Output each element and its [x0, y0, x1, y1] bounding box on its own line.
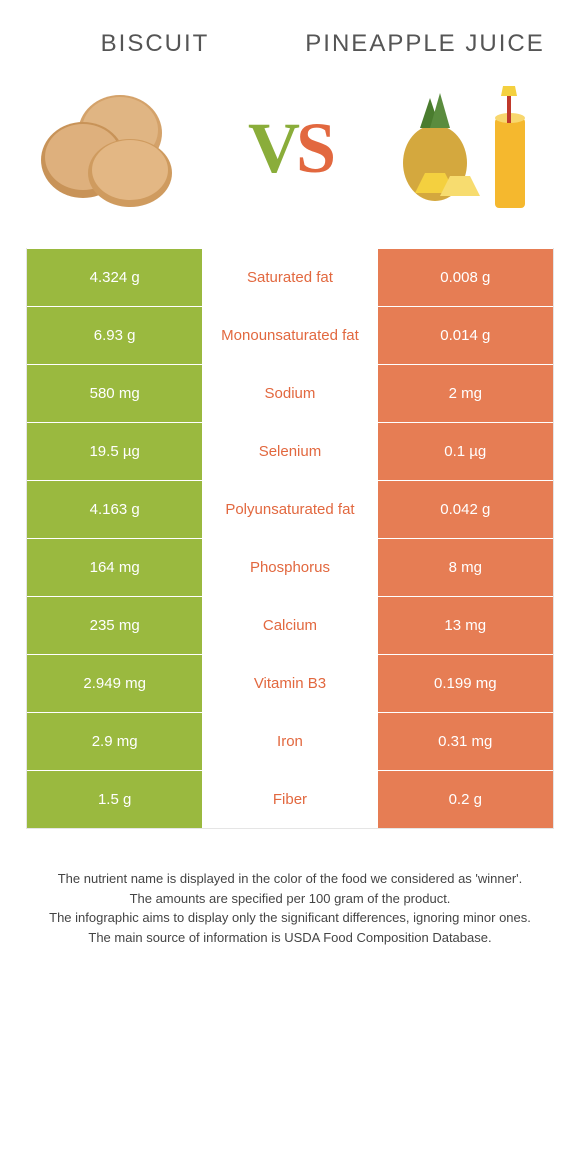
header: Biscuit Pineapple juice: [0, 0, 580, 58]
right-value: 8 mg: [378, 539, 553, 596]
table-row: 580 mgSodium2 mg: [27, 364, 553, 422]
footer-line-3: The infographic aims to display only the…: [30, 908, 550, 928]
nutrient-name: Polyunsaturated fat: [202, 481, 377, 538]
footer-line-2: The amounts are specified per 100 gram o…: [30, 889, 550, 909]
right-value: 0.1 µg: [378, 423, 553, 480]
left-value: 235 mg: [27, 597, 202, 654]
right-food-title: Pineapple juice: [304, 30, 547, 58]
table-row: 164 mgPhosphorus8 mg: [27, 538, 553, 596]
footer-notes: The nutrient name is displayed in the co…: [0, 829, 580, 967]
nutrient-name: Sodium: [202, 365, 377, 422]
left-value: 164 mg: [27, 539, 202, 596]
table-row: 4.163 gPolyunsaturated fat0.042 g: [27, 480, 553, 538]
left-value: 6.93 g: [27, 307, 202, 364]
nutrient-name: Saturated fat: [202, 249, 377, 306]
table-row: 2.9 mgIron0.31 mg: [27, 712, 553, 770]
table-row: 4.324 gSaturated fat0.008 g: [27, 248, 553, 306]
left-value: 4.163 g: [27, 481, 202, 538]
right-value: 0.014 g: [378, 307, 553, 364]
nutrient-name: Iron: [202, 713, 377, 770]
nutrient-name: Calcium: [202, 597, 377, 654]
biscuit-image: [30, 78, 190, 218]
nutrient-name: Selenium: [202, 423, 377, 480]
left-value: 4.324 g: [27, 249, 202, 306]
vs-label: VS: [248, 107, 332, 190]
left-value: 1.5 g: [27, 771, 202, 828]
hero-section: VS: [0, 58, 580, 248]
nutrient-name: Fiber: [202, 771, 377, 828]
right-value: 0.199 mg: [378, 655, 553, 712]
nutrient-table: 4.324 gSaturated fat0.008 g6.93 gMonouns…: [26, 248, 554, 829]
left-value: 2.9 mg: [27, 713, 202, 770]
right-value: 13 mg: [378, 597, 553, 654]
table-row: 2.949 mgVitamin B30.199 mg: [27, 654, 553, 712]
right-value: 0.042 g: [378, 481, 553, 538]
left-value: 580 mg: [27, 365, 202, 422]
right-value: 2 mg: [378, 365, 553, 422]
right-value: 0.2 g: [378, 771, 553, 828]
table-row: 1.5 gFiber0.2 g: [27, 770, 553, 828]
vs-s: S: [296, 108, 332, 188]
left-food-title: Biscuit: [34, 30, 277, 58]
right-value: 0.31 mg: [378, 713, 553, 770]
nutrient-name: Vitamin B3: [202, 655, 377, 712]
vs-v: V: [248, 108, 296, 188]
nutrient-name: Phosphorus: [202, 539, 377, 596]
right-value: 0.008 g: [378, 249, 553, 306]
nutrient-name: Monounsaturated fat: [202, 307, 377, 364]
table-row: 6.93 gMonounsaturated fat0.014 g: [27, 306, 553, 364]
footer-line-4: The main source of information is USDA F…: [30, 928, 550, 948]
footer-line-1: The nutrient name is displayed in the co…: [30, 869, 550, 889]
left-value: 2.949 mg: [27, 655, 202, 712]
left-value: 19.5 µg: [27, 423, 202, 480]
table-row: 235 mgCalcium13 mg: [27, 596, 553, 654]
table-row: 19.5 µgSelenium0.1 µg: [27, 422, 553, 480]
pineapple-juice-image: [390, 78, 550, 218]
